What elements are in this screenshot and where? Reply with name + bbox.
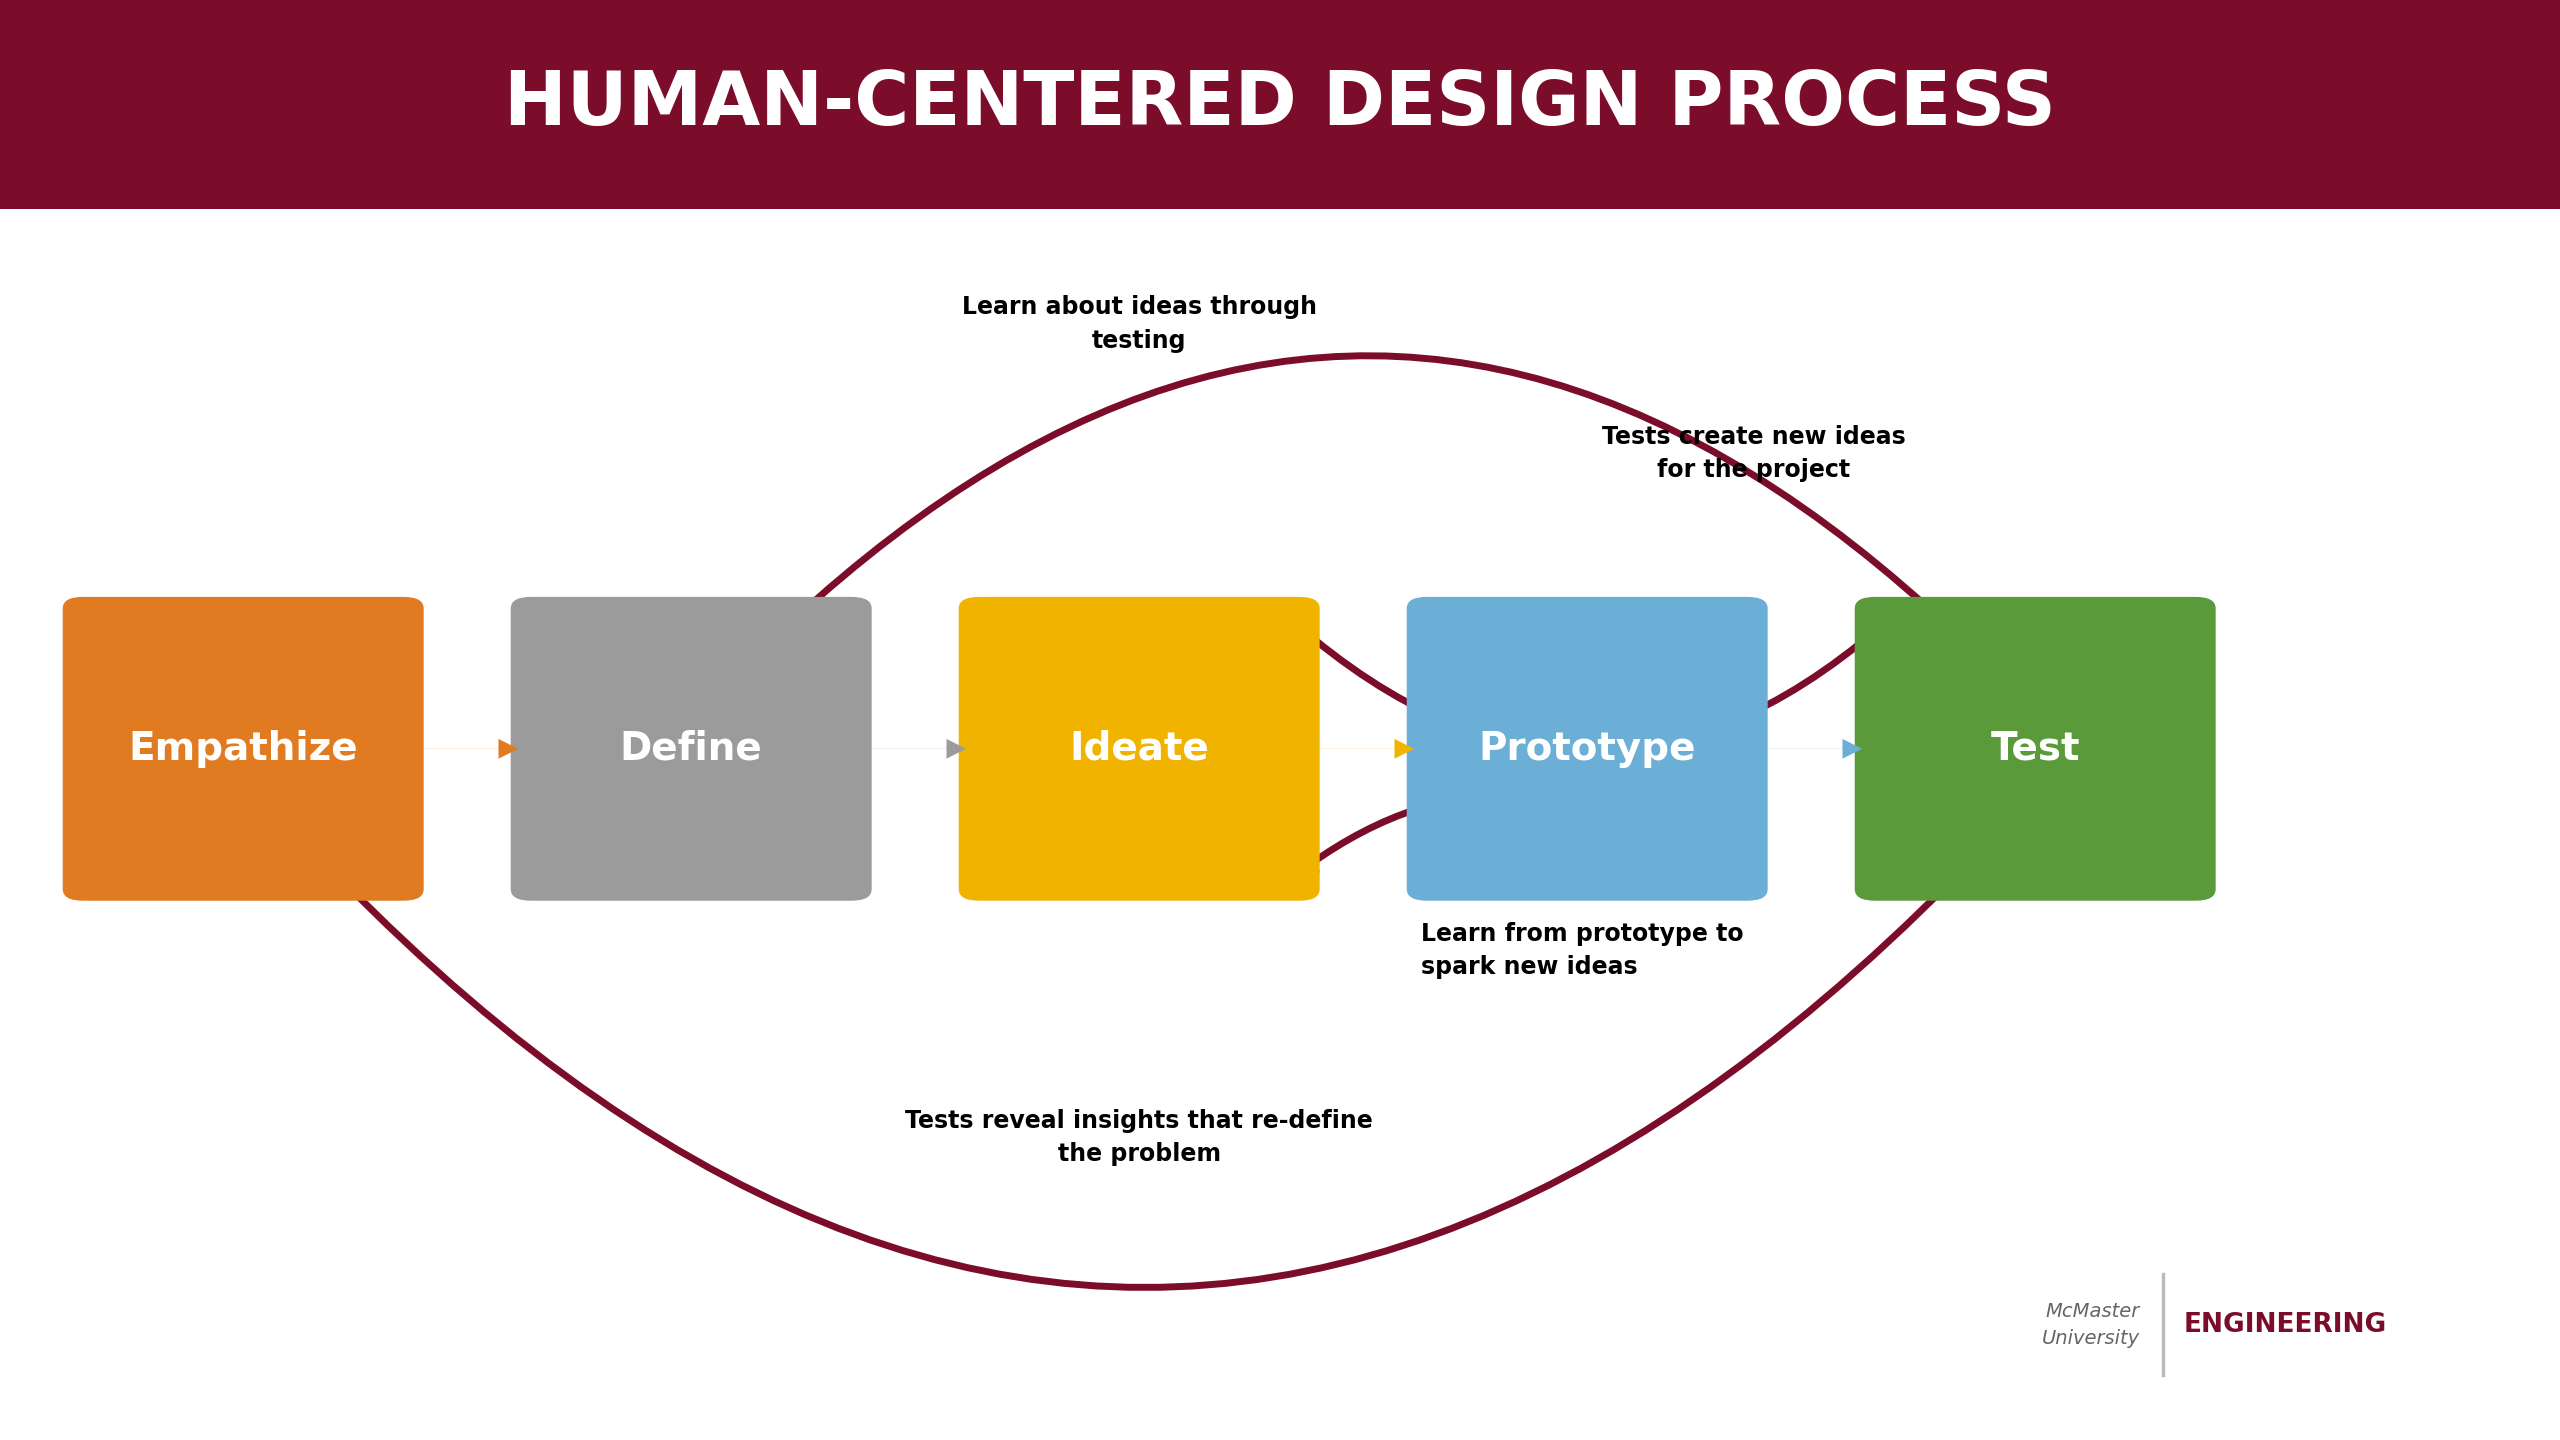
Text: Tests create new ideas
for the project: Tests create new ideas for the project <box>1603 425 1905 482</box>
Text: Empathize: Empathize <box>128 730 358 768</box>
Text: Tests reveal insights that re-define
the problem: Tests reveal insights that re-define the… <box>906 1109 1372 1166</box>
Text: Test: Test <box>1992 730 2079 768</box>
FancyBboxPatch shape <box>1408 598 1769 901</box>
FancyBboxPatch shape <box>960 598 1321 901</box>
Text: ENGINEERING: ENGINEERING <box>2184 1312 2386 1338</box>
Text: Learn about ideas through
testing: Learn about ideas through testing <box>963 295 1316 353</box>
Text: HUMAN-CENTERED DESIGN PROCESS: HUMAN-CENTERED DESIGN PROCESS <box>504 68 2056 141</box>
Text: McMaster
University: McMaster University <box>2043 1302 2140 1348</box>
FancyBboxPatch shape <box>1853 598 2217 901</box>
Text: Learn from prototype to
spark new ideas: Learn from prototype to spark new ideas <box>1421 922 1743 979</box>
FancyBboxPatch shape <box>512 598 870 901</box>
Text: Define: Define <box>620 730 763 768</box>
Text: Ideate: Ideate <box>1070 730 1208 768</box>
Text: Prototype: Prototype <box>1480 730 1695 768</box>
FancyBboxPatch shape <box>0 0 2560 209</box>
FancyBboxPatch shape <box>61 598 425 901</box>
